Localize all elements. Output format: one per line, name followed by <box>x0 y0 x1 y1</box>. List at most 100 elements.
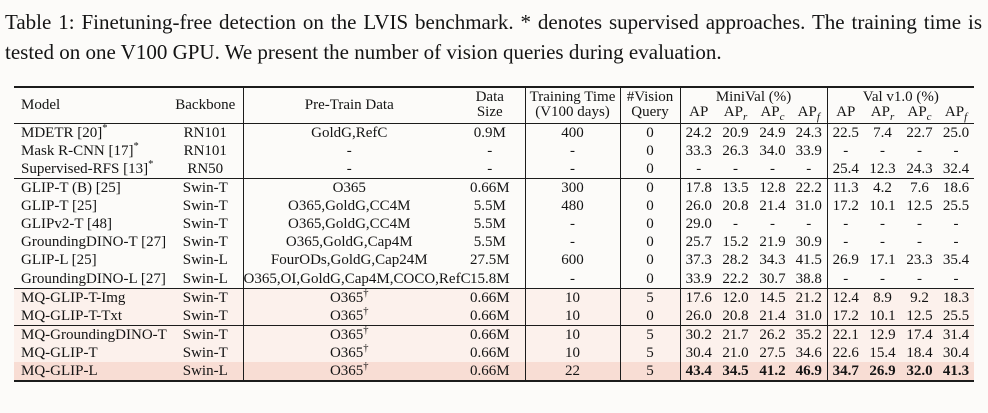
cell-minival-ap: 26.2 <box>754 324 791 344</box>
cell-val-ap: 15.4 <box>864 343 902 363</box>
cell-pretrain-data: O365† <box>243 306 455 326</box>
cell-model: Supervised-RFS [13]* <box>21 159 154 177</box>
cell-minival-ap: 21.0 <box>717 343 754 363</box>
cell-minival-ap: - <box>791 160 828 179</box>
cell-data-size: 15.8M <box>455 269 526 289</box>
cell-minival-ap: 34.6 <box>791 343 828 363</box>
table-row: MQ-GLIP-L Swin-L O365† 0.66M 22 5 43.4 34.5 41.2… <box>14 361 975 382</box>
table-row: MQ-GLIP-T Swin-T O365† 0.66M 10 5 30.4 21.0 27.5… <box>14 343 975 363</box>
cell-val-ap: 12.9 <box>864 324 902 344</box>
col-minival-ap-c: APc <box>754 105 791 124</box>
cell-val-ap: - <box>880 270 886 287</box>
col-minival-ap: AP <box>680 105 717 124</box>
cell-training-time: - <box>525 215 621 234</box>
cell-minival-ap: 34.3 <box>759 252 786 269</box>
cell-minival-ap: 17.8 <box>680 178 717 198</box>
cell-training-time: - <box>525 141 621 160</box>
cell-val-ap: 10.1 <box>864 306 902 326</box>
cell-val-ap: - <box>880 234 886 251</box>
cell-minival-ap: 21.7 <box>717 324 754 344</box>
col-vision-query: #Vision Query <box>620 87 681 124</box>
cell-backbone: Swin-T <box>168 197 244 216</box>
cell-vision-query: 0 <box>620 197 681 216</box>
cell-val-ap: 30.4 <box>938 343 975 363</box>
cell-training-time: - <box>525 233 621 252</box>
cell-val-ap: - <box>843 216 849 233</box>
cell-minival-ap: 27.5 <box>754 343 791 363</box>
cell-minival-ap: 33.3 <box>685 142 712 159</box>
cell-model: GLIP-L [25] <box>21 252 97 269</box>
cell-training-time: - <box>525 269 621 289</box>
cell-val-ap: 32.0 <box>901 362 939 382</box>
cell-val-ap: - <box>917 234 923 251</box>
cell-val-ap: 22.6 <box>827 343 865 363</box>
cell-minival-ap: 41.5 <box>791 251 828 270</box>
cell-training-time: 10 <box>525 343 621 363</box>
cell-backbone: Swin-L <box>168 251 244 270</box>
cell-val-ap: 25.5 <box>942 198 970 215</box>
cell-val-ap: 41.3 <box>938 362 975 382</box>
cell-val-ap: 18.3 <box>938 287 975 307</box>
cell-minival-ap: 38.8 <box>791 269 828 289</box>
table-row: GLIP-L [25] Swin-L FourODs,GoldG,Cap24M 27.… <box>14 251 974 270</box>
table-header: Model Backbone Pre-Train Data Data Size … <box>14 87 975 124</box>
cell-pretrain-data: O365,GoldG,CC4M <box>287 198 411 215</box>
cell-minival-ap: 21.9 <box>759 234 786 251</box>
cell-data-size: 0.9M <box>455 123 526 142</box>
cell-minival-ap: 30.4 <box>680 343 717 363</box>
cell-model: Mask R-CNN [17]* <box>21 140 139 159</box>
cell-model: GLIP-T [25] <box>21 198 97 215</box>
cell-backbone: RN101 <box>168 141 244 160</box>
cell-minival-ap: 30.7 <box>759 270 786 287</box>
cell-data-size: 5.5M <box>455 233 526 252</box>
cell-val-ap: - <box>917 142 923 159</box>
cell-minival-ap: 21.4 <box>759 198 786 215</box>
cell-val-ap: - <box>880 216 886 233</box>
cell-val-ap: 18.6 <box>938 178 975 198</box>
cell-vision-query: 0 <box>620 160 681 179</box>
cell-backbone: Swin-T <box>168 233 244 252</box>
cell-training-time: 10 <box>525 324 621 344</box>
cell-val-ap: 22.1 <box>827 324 865 344</box>
cell-pretrain-data: GoldG,RefC <box>311 124 388 141</box>
cell-vision-query: 0 <box>620 123 681 142</box>
cell-minival-ap: 41.2 <box>754 362 791 382</box>
cell-training-time: 300 <box>525 178 621 198</box>
cell-val-ap: 25.5 <box>938 306 975 326</box>
cell-val-ap: 17.1 <box>869 252 896 269</box>
cell-minival-ap: 46.9 <box>791 362 828 382</box>
col-val-ap-c: APc <box>901 105 939 124</box>
cell-minival-ap: 30.2 <box>680 324 717 344</box>
table-row: MDETR [20]* RN101 GoldG,RefC 0.9M 400 0 24.2 20… <box>14 123 974 142</box>
cell-model: GroundingDINO-T [27] <box>21 234 167 251</box>
cell-data-size: 5.5M <box>455 197 526 216</box>
cell-vision-query: 0 <box>620 306 681 326</box>
cell-val-ap: 35.4 <box>942 252 970 269</box>
cell-model: MDETR [20]* <box>21 122 108 141</box>
cell-backbone: Swin-T <box>168 178 244 198</box>
cell-vision-query: 0 <box>620 251 681 270</box>
cell-training-time: 22 <box>525 362 621 382</box>
cell-minival-ap: 21.4 <box>754 306 791 326</box>
cell-backbone: Swin-L <box>168 269 244 289</box>
cell-vision-query: 5 <box>620 362 681 382</box>
table-row: GLIPv2-T [48] Swin-T O365,GoldG,CC4M 5.5M -0… <box>14 215 974 234</box>
cell-minival-ap: 20.8 <box>722 198 749 215</box>
cell-data-size: 27.5M <box>455 251 526 270</box>
cell-pretrain-data: - <box>346 142 352 159</box>
cell-backbone: RN50 <box>168 160 244 179</box>
cell-data-size: 0.66M <box>455 362 526 382</box>
col-minival-ap-r: APr <box>717 105 754 124</box>
cell-val-ap: 24.3 <box>906 161 933 177</box>
table-row: GLIP-T (B) [25] Swin-T O365 0.66M 300 0 17.8 13… <box>14 178 975 198</box>
cell-val-ap: 12.5 <box>906 198 933 215</box>
table-row: GroundingDINO-T [27] Swin-T O365,GoldG,Cap… <box>14 233 974 252</box>
cell-model: MQ-GLIP-T <box>14 343 168 363</box>
cell-val-ap: 17.4 <box>901 324 939 344</box>
cell-minival-ap: 15.2 <box>722 234 749 251</box>
cell-pretrain-data: O365 <box>243 178 455 198</box>
cell-backbone: RN101 <box>168 123 244 142</box>
cell-val-ap: 8.9 <box>864 287 902 307</box>
cell-minival-ap: 28.2 <box>722 252 749 269</box>
cell-minival-ap: 22.2 <box>722 270 749 287</box>
